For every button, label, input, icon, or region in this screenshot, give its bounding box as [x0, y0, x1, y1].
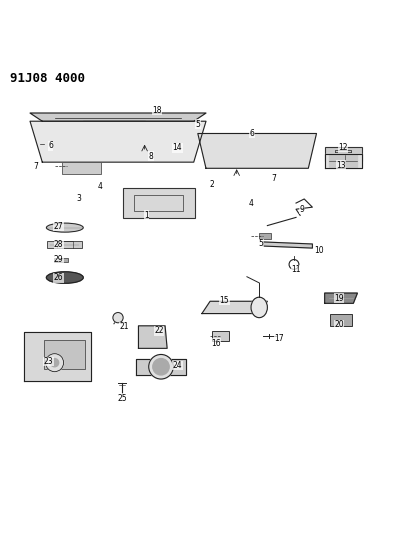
- Ellipse shape: [113, 312, 123, 323]
- Text: 5: 5: [259, 239, 264, 248]
- Text: 16: 16: [211, 338, 221, 348]
- Polygon shape: [198, 133, 316, 168]
- Circle shape: [46, 354, 63, 372]
- Text: 11: 11: [291, 265, 301, 274]
- Text: 1: 1: [144, 211, 149, 220]
- Text: 9: 9: [300, 205, 304, 214]
- Text: 6: 6: [249, 129, 254, 138]
- Text: 27: 27: [54, 222, 63, 231]
- Bar: [47, 241, 82, 248]
- Text: 13: 13: [336, 160, 346, 169]
- Text: 4: 4: [97, 182, 102, 191]
- Text: 26: 26: [54, 273, 63, 282]
- Polygon shape: [30, 121, 206, 162]
- Text: 19: 19: [334, 294, 344, 303]
- Bar: [44, 340, 85, 369]
- Text: 10: 10: [314, 246, 323, 255]
- Bar: [325, 147, 361, 161]
- Text: 14: 14: [173, 143, 182, 152]
- Bar: [54, 259, 68, 262]
- Text: 8: 8: [148, 151, 153, 160]
- Bar: [62, 162, 101, 174]
- Ellipse shape: [149, 354, 173, 379]
- Bar: [61, 127, 176, 156]
- Bar: [212, 331, 229, 341]
- Text: 29: 29: [54, 255, 63, 264]
- Bar: [216, 140, 298, 163]
- Text: 4: 4: [248, 199, 253, 207]
- Text: 7: 7: [271, 174, 276, 183]
- Text: 3: 3: [77, 195, 82, 204]
- Text: 2: 2: [210, 180, 215, 189]
- Circle shape: [51, 359, 59, 367]
- Text: 5: 5: [195, 119, 200, 128]
- Text: 24: 24: [173, 361, 182, 370]
- Text: 17: 17: [274, 334, 283, 343]
- Text: 15: 15: [220, 296, 229, 304]
- Text: 28: 28: [54, 240, 63, 249]
- Bar: [73, 133, 163, 150]
- Bar: [63, 147, 104, 161]
- Polygon shape: [325, 293, 358, 303]
- Text: 12: 12: [338, 143, 348, 152]
- Polygon shape: [202, 301, 267, 313]
- Text: 7: 7: [34, 161, 39, 171]
- Bar: [123, 188, 195, 219]
- Text: 23: 23: [44, 357, 53, 366]
- Text: 25: 25: [117, 394, 127, 403]
- Ellipse shape: [251, 297, 267, 318]
- Ellipse shape: [47, 223, 83, 232]
- Polygon shape: [136, 359, 185, 375]
- Polygon shape: [30, 113, 206, 121]
- Text: 6: 6: [48, 141, 53, 150]
- Bar: [227, 145, 288, 157]
- Ellipse shape: [153, 359, 169, 375]
- Polygon shape: [329, 155, 358, 167]
- Bar: [330, 313, 352, 326]
- Bar: [134, 195, 183, 211]
- Text: 22: 22: [154, 326, 164, 335]
- Bar: [259, 233, 272, 239]
- Text: 20: 20: [334, 320, 344, 329]
- Text: 18: 18: [152, 106, 162, 115]
- Polygon shape: [325, 154, 361, 168]
- Polygon shape: [24, 332, 91, 381]
- Polygon shape: [138, 326, 167, 349]
- Ellipse shape: [47, 272, 83, 283]
- Polygon shape: [263, 242, 312, 248]
- Text: 91J08 4000: 91J08 4000: [9, 72, 84, 85]
- Text: 21: 21: [119, 322, 129, 331]
